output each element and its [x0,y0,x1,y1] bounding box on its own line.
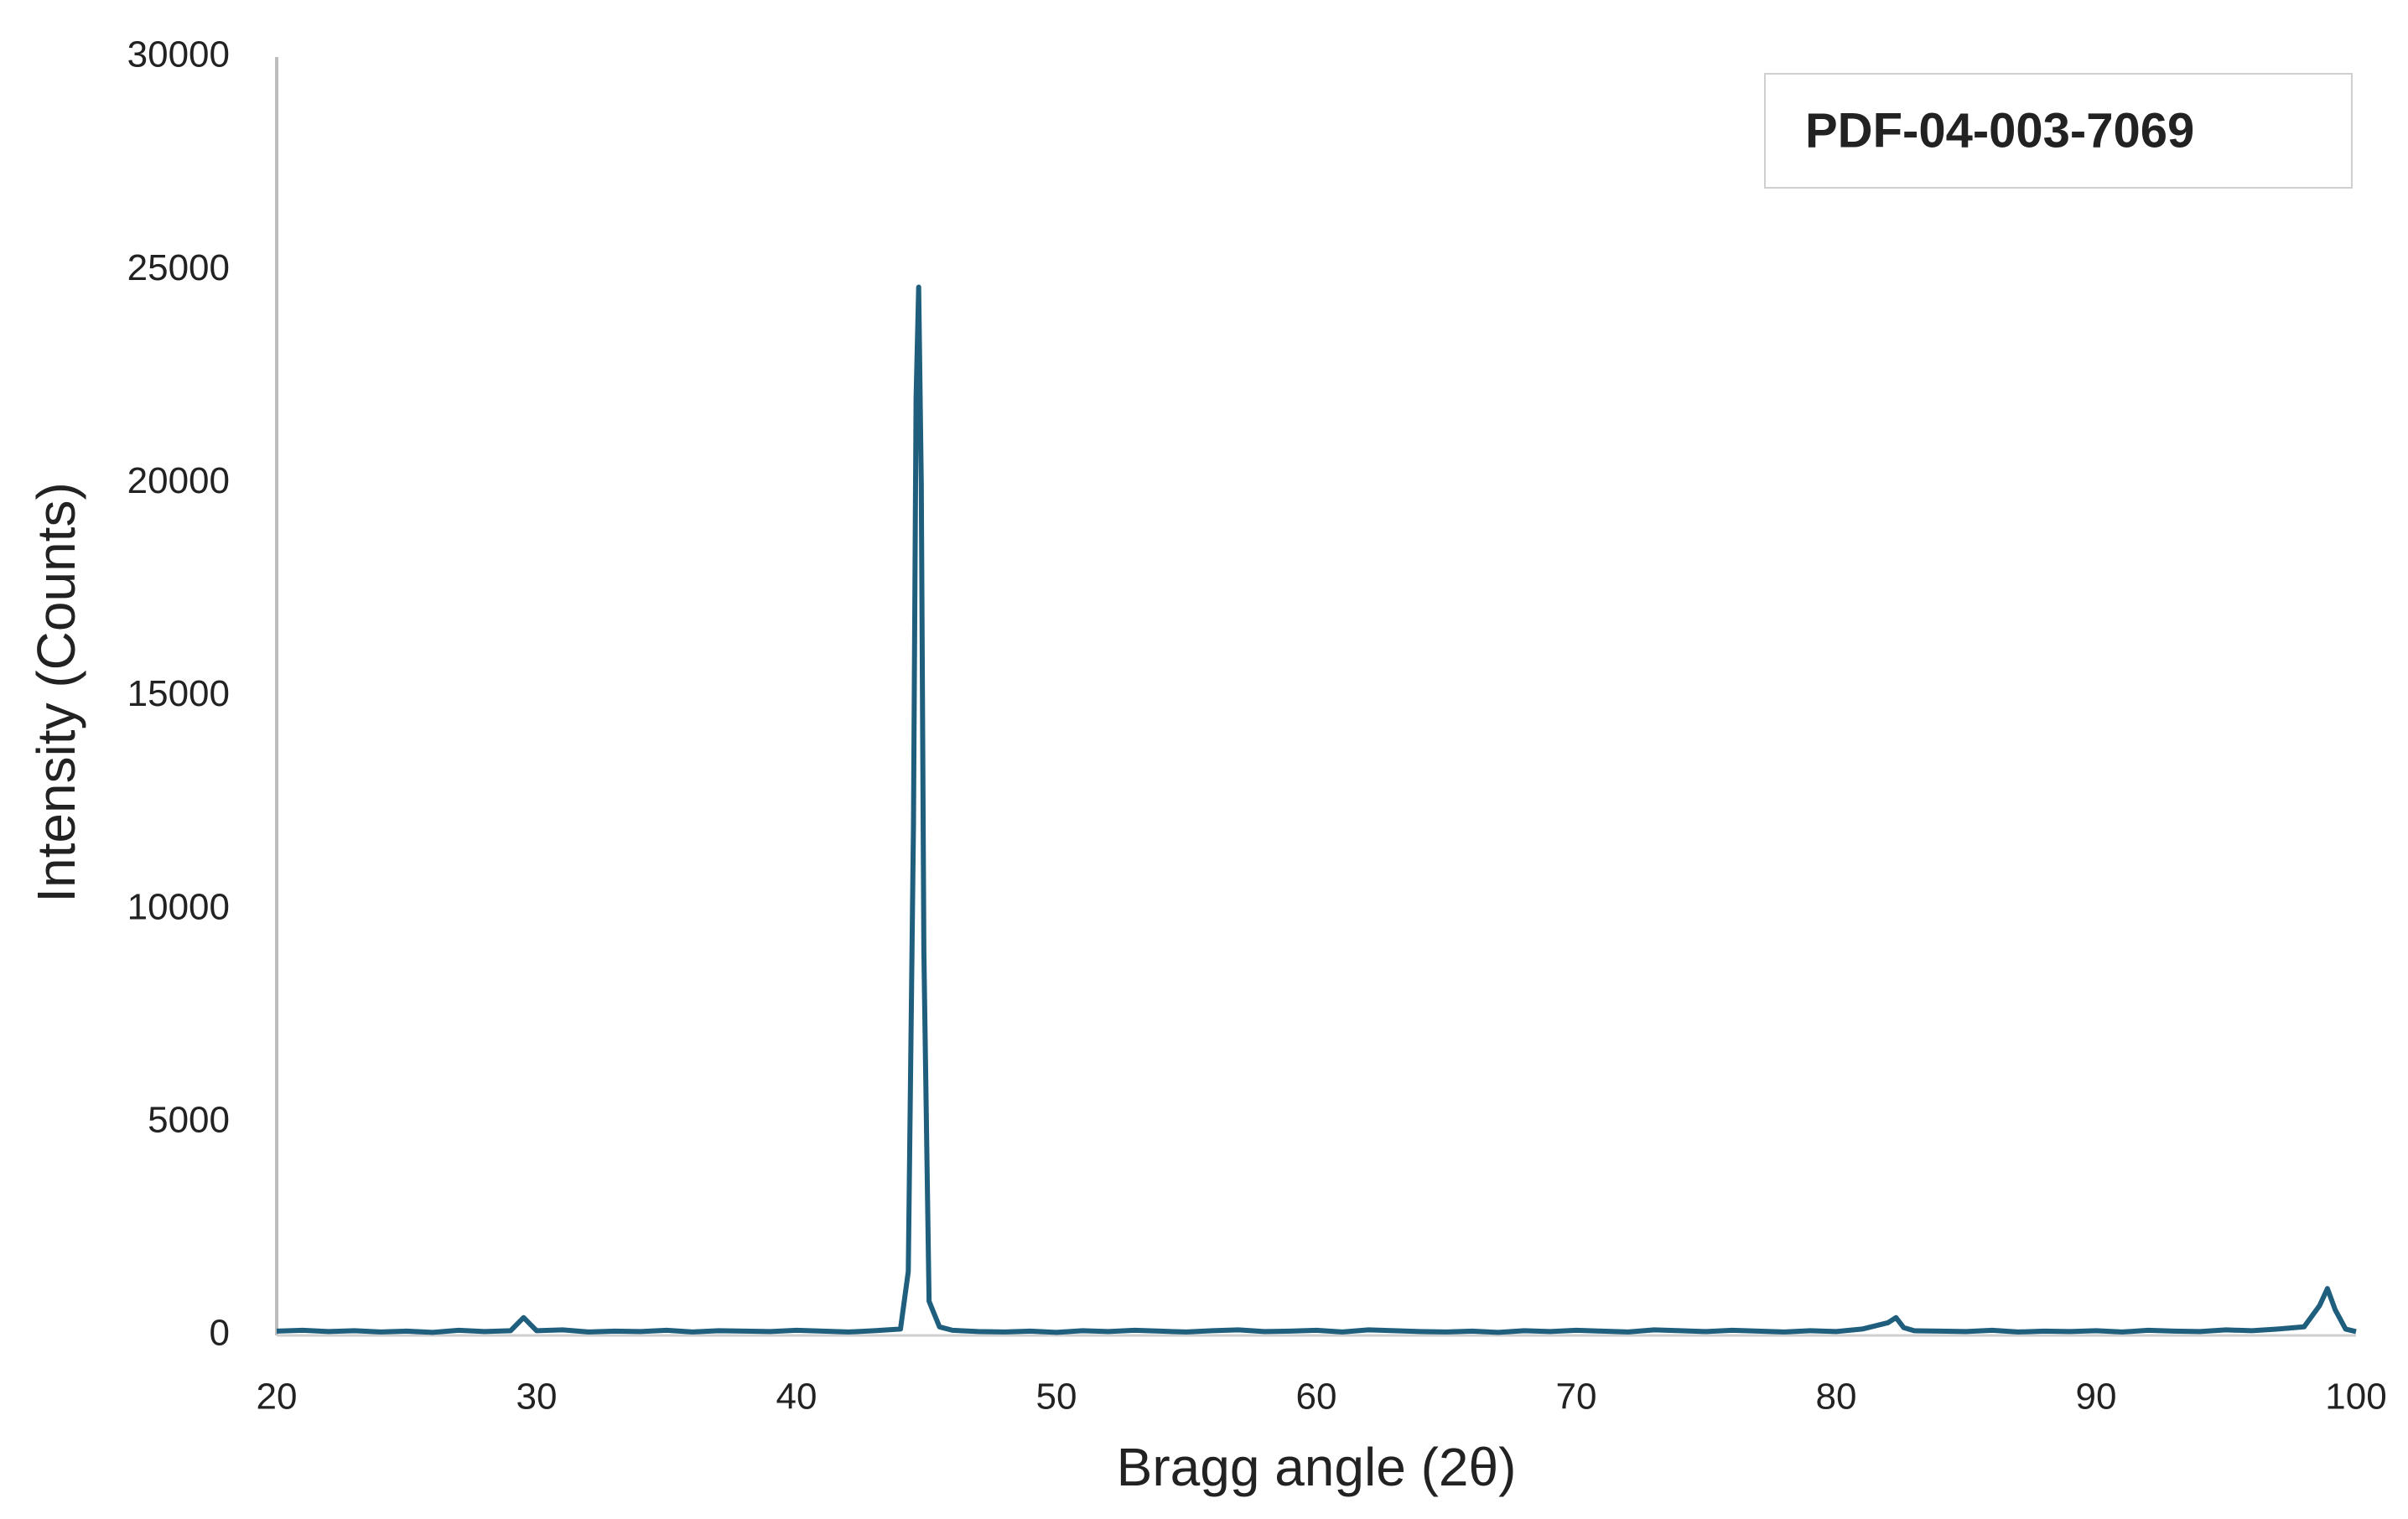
x-tick-label: 20 [257,1376,298,1418]
x-tick-label: 100 [2325,1376,2386,1418]
x-tick-label: 60 [1296,1376,1337,1418]
y-tick-label: 25000 [127,247,230,288]
x-tick-label: 80 [1816,1376,1857,1418]
series-line [276,284,2357,1335]
x-tick-label: 90 [2076,1376,2117,1418]
y-tick-label: 0 [210,1313,230,1354]
x-tick-label: 30 [516,1376,558,1418]
legend-label: PDF-04-003-7069 [1805,103,2194,158]
y-tick-label: 30000 [127,34,230,75]
x-tick-label: 40 [776,1376,817,1418]
x-tick-label: 70 [1556,1376,1597,1418]
y-tick-label: 5000 [148,1099,230,1140]
y-tick-label: 20000 [127,460,230,501]
y-axis-label: Intensity (Counts) [26,482,86,903]
y-tick-label: 15000 [127,673,230,714]
x-tick-label: 50 [1036,1376,1077,1418]
y-tick-label: 10000 [127,886,230,927]
x-axis-label: Bragg angle (2θ) [1117,1437,1517,1497]
legend-box [1764,73,2353,189]
